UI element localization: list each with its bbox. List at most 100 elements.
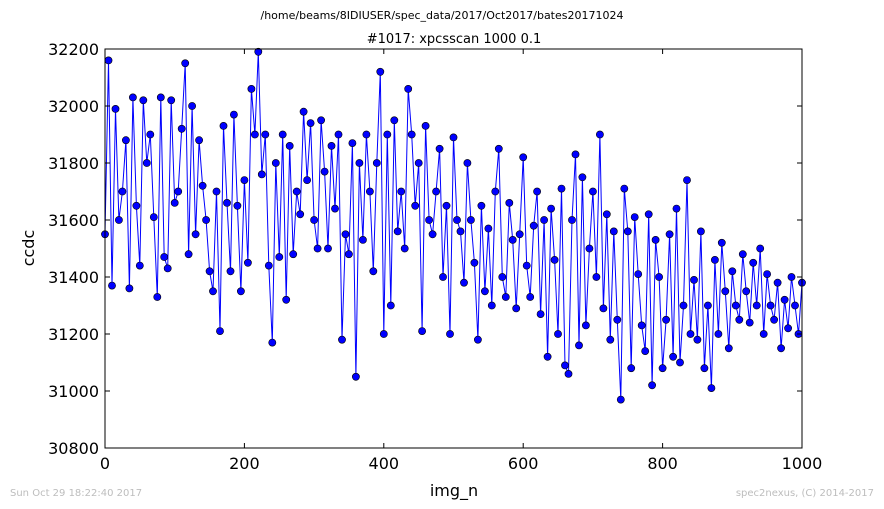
data-point (268, 338, 277, 347)
data-point (599, 304, 608, 313)
data-point (759, 330, 768, 338)
data-point (153, 293, 162, 301)
data-point (505, 198, 514, 207)
data-point (714, 330, 723, 338)
data-point (379, 330, 388, 338)
data-point (338, 335, 346, 344)
data-point (466, 216, 475, 224)
data-point (344, 250, 353, 259)
data-point (637, 321, 646, 330)
data-point (658, 364, 667, 373)
data-point (742, 287, 751, 296)
series-line (104, 51, 803, 400)
data-point (198, 181, 207, 190)
data-point (686, 330, 695, 338)
data-point (324, 244, 332, 253)
data-point (777, 344, 785, 353)
data-point (128, 93, 137, 102)
data-point (372, 159, 381, 167)
data-point (735, 315, 744, 324)
data-point (679, 301, 688, 310)
data-point (494, 144, 503, 153)
data-point (122, 136, 130, 145)
data-point (292, 187, 301, 196)
data-point (425, 216, 433, 224)
data-point (264, 261, 273, 270)
data-point (432, 187, 440, 196)
data-point (393, 227, 402, 236)
data-point (414, 159, 423, 167)
data-point (327, 141, 336, 150)
data-point (223, 198, 231, 207)
data-point (662, 315, 670, 324)
data-point (596, 130, 604, 139)
data-point (683, 176, 691, 184)
data-point (177, 124, 186, 133)
data-point (724, 344, 733, 353)
data-point (275, 253, 284, 261)
data-point (142, 159, 151, 167)
data-point (369, 267, 378, 276)
data-point (700, 364, 709, 373)
data-point (498, 273, 507, 281)
data-point (609, 227, 618, 236)
data-point (634, 270, 643, 278)
data-point (418, 327, 426, 335)
data-point (195, 136, 203, 145)
data-point (320, 167, 329, 176)
data-point (174, 187, 183, 196)
data-point (484, 224, 493, 233)
data-point (428, 230, 437, 239)
y-tick-label: 30800 (48, 439, 99, 458)
data-point (728, 267, 737, 276)
plot-area (101, 47, 806, 404)
data-point (627, 364, 636, 373)
data-point (400, 244, 409, 253)
data-point (170, 198, 179, 207)
data-point (669, 352, 677, 361)
data-point (721, 287, 730, 296)
data-point (442, 201, 451, 210)
data-point (547, 204, 555, 213)
x-tick-label: 1000 (782, 454, 823, 473)
data-point (355, 159, 364, 167)
data-point (163, 264, 172, 273)
data-point (784, 324, 792, 333)
data-point (592, 273, 601, 281)
data-point (146, 130, 155, 139)
data-point (313, 244, 322, 253)
data-point (285, 141, 294, 150)
data-point (745, 318, 754, 327)
figure-suptitle: /home/beams/8IDIUSER/spec_data/2017/Oct2… (260, 9, 624, 22)
data-point (711, 255, 719, 264)
data-point (693, 335, 702, 344)
data-point (278, 130, 287, 139)
data-point (115, 216, 123, 224)
data-point (212, 187, 221, 196)
x-tick-label: 800 (647, 454, 678, 473)
data-point (707, 384, 716, 392)
data-point (738, 250, 747, 259)
y-tick-label: 31000 (48, 382, 99, 401)
plot-frame (104, 48, 803, 449)
data-point (550, 255, 559, 264)
data-point (501, 293, 510, 301)
timestamp: Sun Oct 29 18:22:40 2017 (10, 488, 143, 499)
data-point (512, 304, 521, 313)
data-point (411, 201, 420, 210)
data-point (676, 358, 684, 367)
data-point (717, 238, 726, 247)
x-axis-label: img_n (430, 481, 478, 501)
data-point (289, 250, 298, 259)
data-point (508, 235, 517, 244)
data-point (529, 221, 538, 230)
data-point (282, 295, 291, 304)
data-point (135, 261, 144, 270)
data-point (477, 201, 486, 210)
data-point (108, 281, 116, 290)
data-point (533, 187, 541, 196)
data-point (756, 244, 765, 253)
x-tick-label: 400 (369, 454, 400, 473)
data-point (690, 275, 698, 284)
data-point (250, 130, 259, 139)
